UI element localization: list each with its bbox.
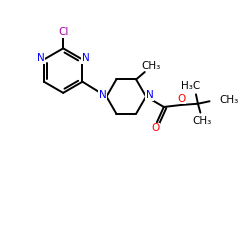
Text: O: O bbox=[178, 94, 186, 104]
Text: Cl: Cl bbox=[58, 27, 68, 37]
Text: CH₃: CH₃ bbox=[141, 61, 161, 71]
Text: CH₃: CH₃ bbox=[192, 116, 211, 126]
Text: CH₃: CH₃ bbox=[220, 95, 239, 105]
Text: H₃C: H₃C bbox=[182, 82, 201, 92]
Text: N: N bbox=[146, 90, 154, 100]
Text: N: N bbox=[99, 90, 106, 100]
Text: N: N bbox=[82, 53, 89, 63]
Text: O: O bbox=[152, 124, 160, 134]
Text: N: N bbox=[37, 53, 45, 63]
